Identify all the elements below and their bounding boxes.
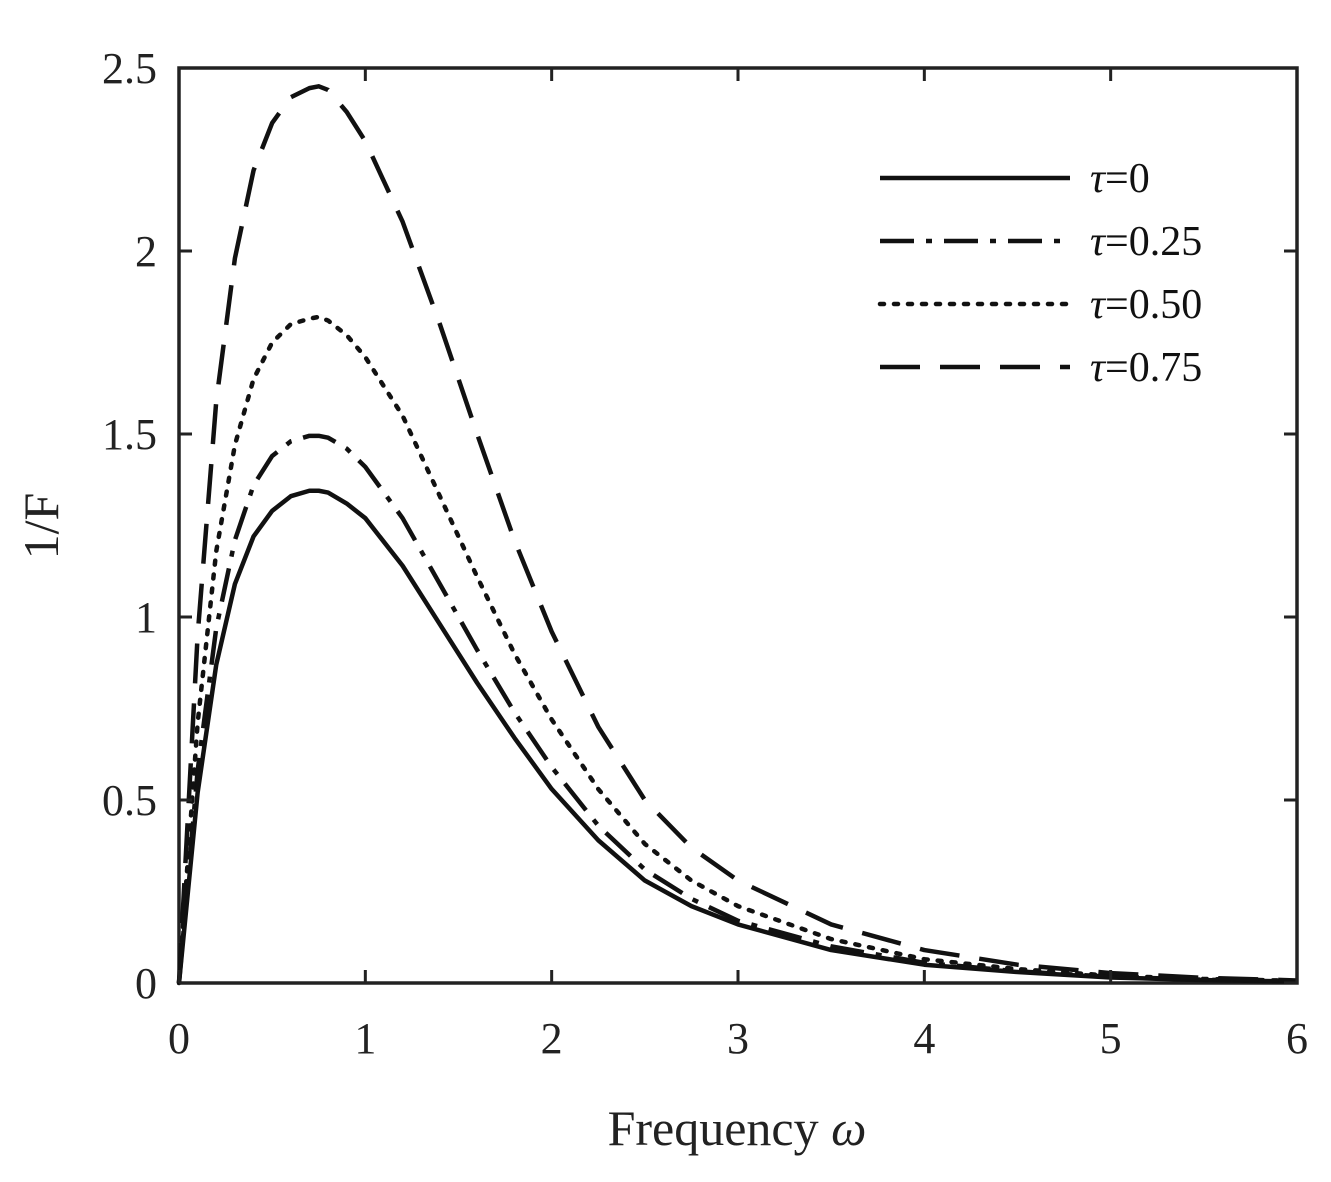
y-tick-label: 0.5 <box>102 776 157 825</box>
series-group <box>176 84 1300 986</box>
x-tick-label: 1 <box>354 1014 376 1063</box>
y-tick-label: 1 <box>135 593 157 642</box>
legend: τ=0 τ=0.25 τ=0.50 τ=0.75 <box>877 156 1202 391</box>
x-axis-label-symbol: ω <box>831 1100 866 1156</box>
x-tick-label: 5 <box>1100 1014 1122 1063</box>
y-tick-label: 0 <box>135 959 157 1008</box>
legend-label-0: τ=0 <box>1090 156 1150 202</box>
axes-frame <box>177 66 1299 985</box>
series-line-3 <box>176 84 1298 984</box>
y-axis-label: 1/F <box>13 493 69 560</box>
x-tick-label: 6 <box>1286 1014 1308 1063</box>
legend-label-2: τ=0.50 <box>1090 282 1202 328</box>
series-line-0 <box>176 488 1298 984</box>
series-line-2 <box>176 314 1300 986</box>
y-tick-label: 1.5 <box>102 410 157 459</box>
x-tick-label: 3 <box>727 1014 749 1063</box>
x-tick-label: 2 <box>541 1014 563 1063</box>
series-line-1 <box>176 433 1298 984</box>
y-tick-label: 2 <box>135 227 157 276</box>
x-axis-label: Frequency ω <box>608 1100 867 1156</box>
x-tick-label: 4 <box>913 1014 935 1063</box>
legend-label-3: τ=0.75 <box>1090 345 1202 391</box>
y-tick-label: 2.5 <box>102 44 157 93</box>
x-tick-label: 0 <box>168 1014 190 1063</box>
x-axis-label-text: Frequency <box>608 1100 819 1156</box>
axis-ticks: 0 1 2 3 4 5 6 0 0.5 1 1.5 2 2.5 <box>102 44 1308 1063</box>
plot-area <box>177 66 1299 985</box>
legend-label-1: τ=0.25 <box>1090 219 1202 265</box>
